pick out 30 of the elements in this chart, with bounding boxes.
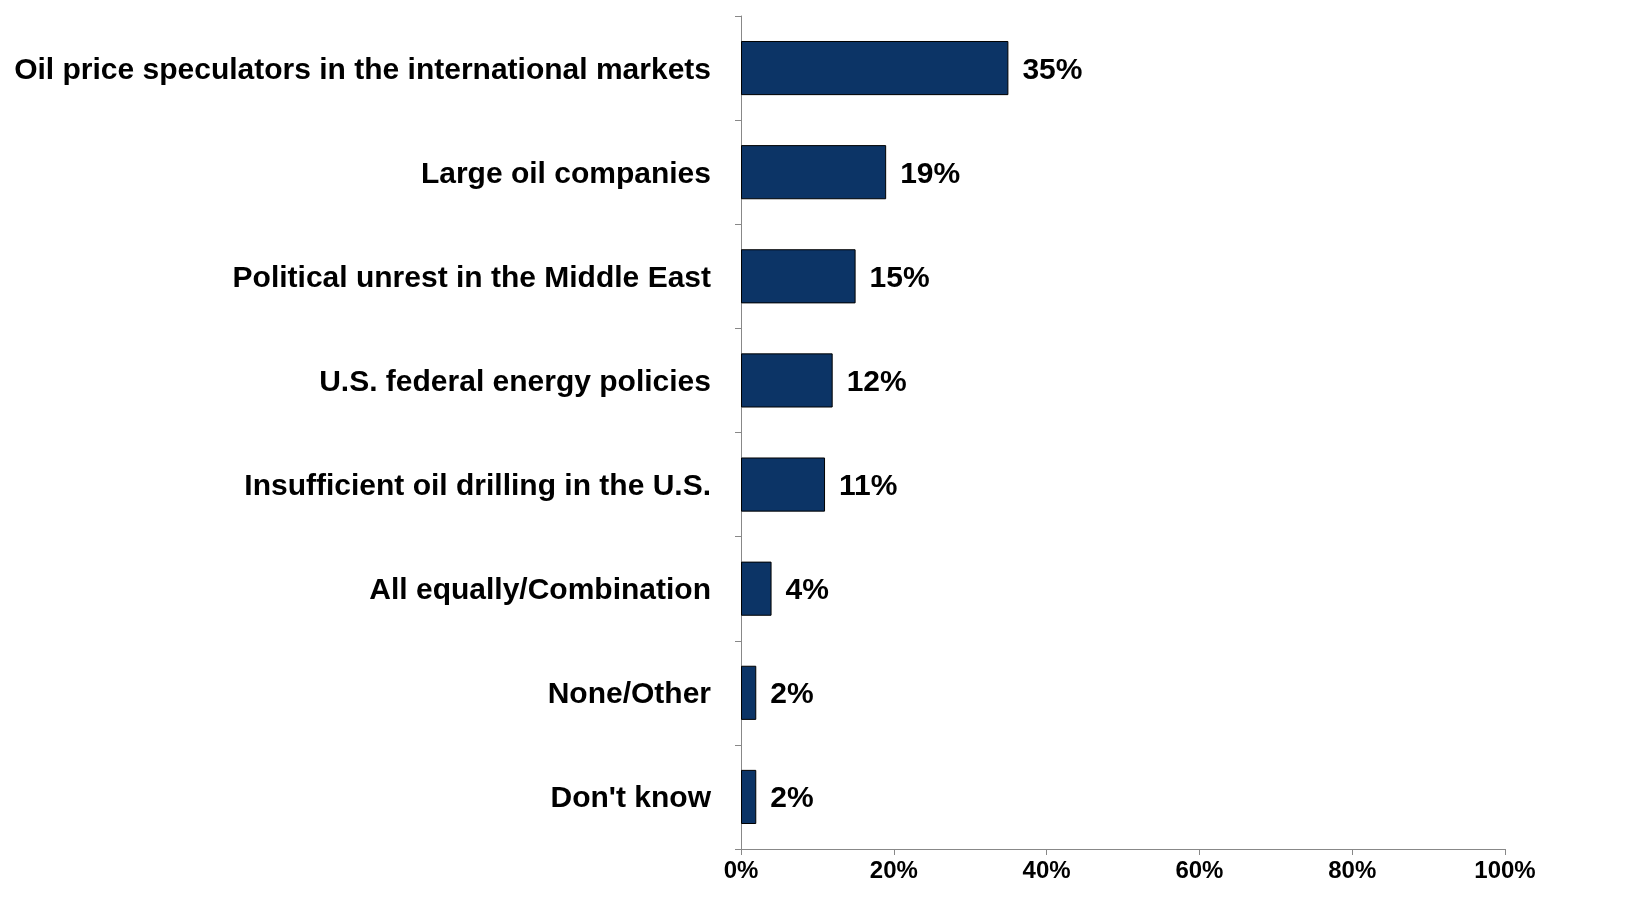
bar	[741, 249, 856, 304]
x-tick-label: 60%	[1175, 855, 1224, 883]
data-label: 2%	[770, 780, 814, 814]
bar	[741, 561, 772, 616]
x-tick-label: 40%	[1022, 855, 1071, 883]
bar	[741, 353, 833, 408]
x-tick-label: 100%	[1474, 855, 1536, 883]
y-tick-label: Political unrest in the Middle East	[232, 259, 712, 293]
bar	[741, 665, 757, 720]
y-tick-label: Don't know	[550, 780, 712, 814]
data-label: 35%	[1022, 51, 1083, 85]
bar	[741, 145, 887, 200]
data-label: 2%	[770, 676, 814, 710]
data-label: 12%	[846, 363, 907, 397]
y-tick-label: None/Other	[547, 676, 712, 710]
x-tick-label: 20%	[869, 855, 918, 883]
data-label: 19%	[900, 155, 961, 189]
bar	[741, 769, 757, 825]
bar	[741, 40, 1009, 96]
data-label: 15%	[869, 259, 930, 293]
y-tick-label: Insufficient oil drilling in the U.S.	[244, 468, 711, 502]
x-tick-label: 0%	[723, 855, 759, 883]
bar	[741, 457, 826, 512]
y-tick-label: Large oil companies	[420, 155, 711, 189]
y-tick-label: U.S. federal energy policies	[319, 363, 711, 397]
data-label: 4%	[785, 572, 829, 606]
x-tick-label: 80%	[1328, 855, 1377, 883]
data-label: 11%	[839, 468, 898, 502]
y-tick-label: All equally/Combination	[369, 572, 711, 606]
y-tick-label: Oil price speculators in the international markets	[14, 51, 711, 85]
